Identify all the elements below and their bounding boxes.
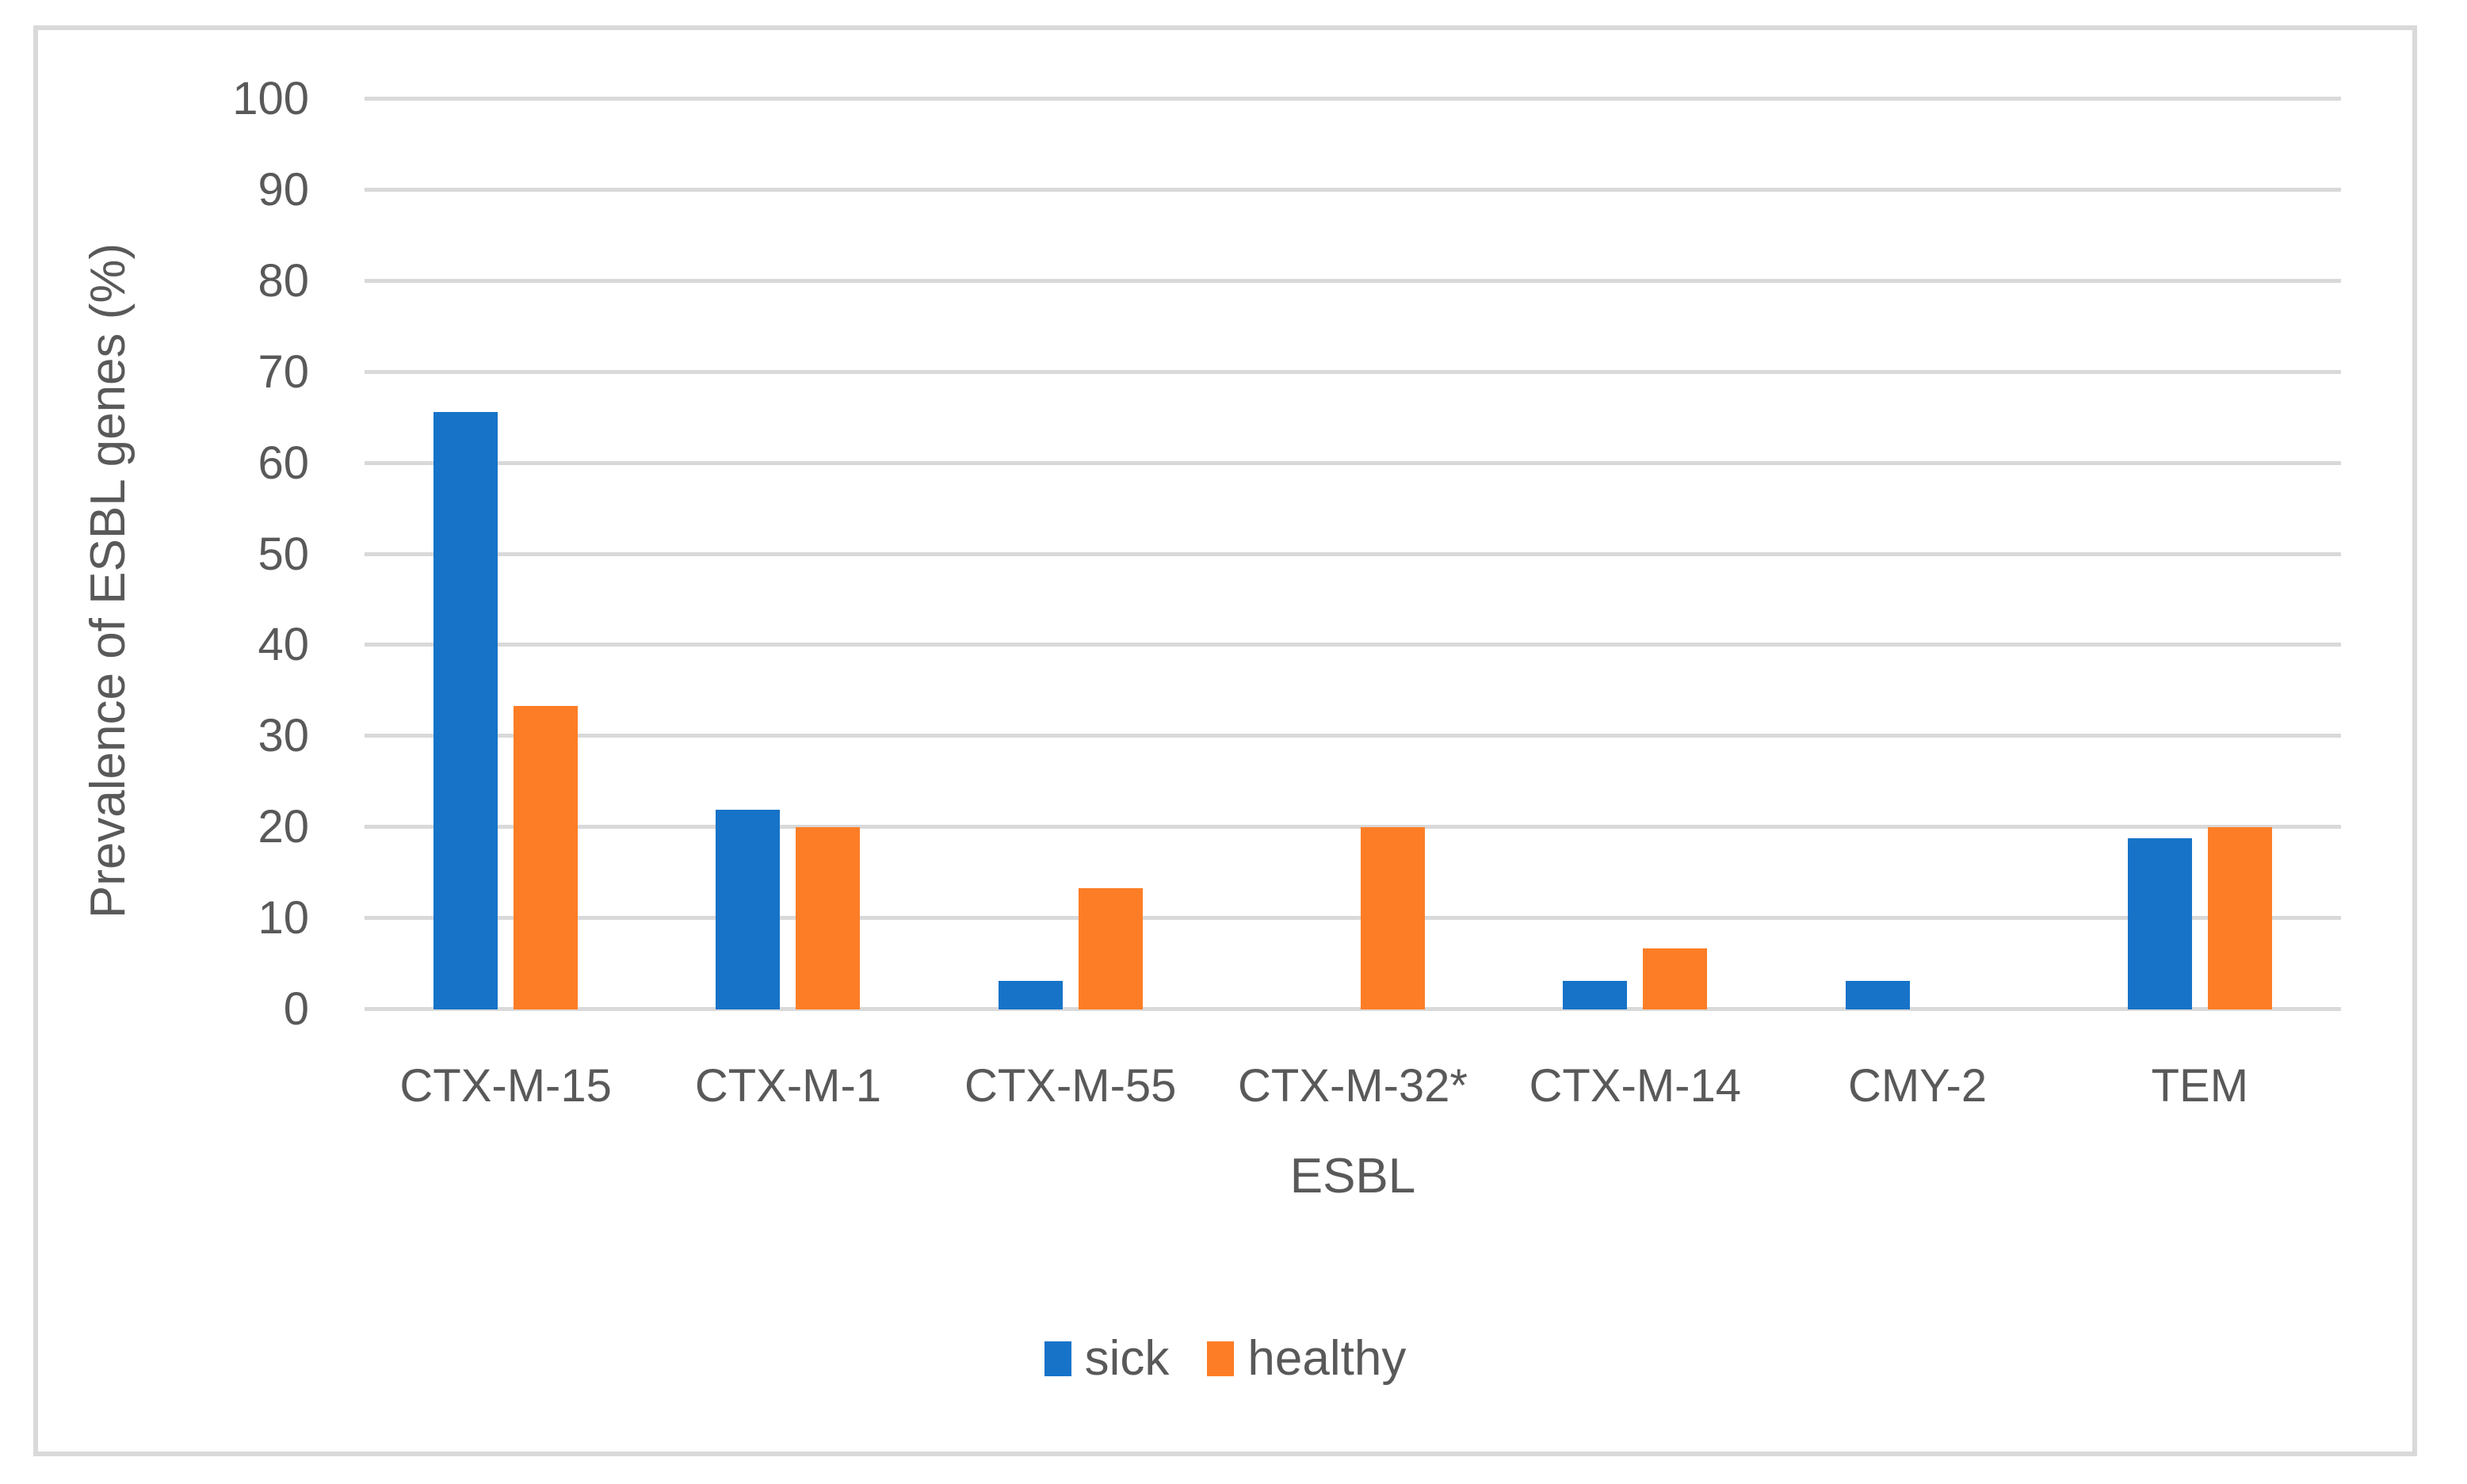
y-axis-tick-labels: 0 10 20 30 40 50 60 70 80 90 100 xyxy=(119,0,309,1484)
gridline xyxy=(365,278,2341,283)
gridline xyxy=(365,643,2341,647)
healthy-bar xyxy=(1360,827,1425,1009)
sick-bar xyxy=(1845,981,1910,1009)
healthy-bar xyxy=(1643,948,1708,1009)
y-tick-label: 20 xyxy=(258,801,309,853)
y-tick-label: 90 xyxy=(258,163,309,216)
y-tick-label: 100 xyxy=(232,73,309,124)
gridline xyxy=(365,187,2341,192)
y-tick-label: 60 xyxy=(258,437,309,489)
plot-area xyxy=(365,97,2341,1011)
x-axis-title: ESBL xyxy=(1289,1149,1416,1204)
gridline xyxy=(365,460,2341,465)
legend-label: healthy xyxy=(1247,1331,1407,1386)
category-label: CTX-M-1 xyxy=(694,1060,882,1112)
healthy-bar xyxy=(796,827,861,1009)
sick-bar xyxy=(433,412,498,1009)
gridline xyxy=(365,916,2341,921)
bar-group-ctx-m-15 xyxy=(365,99,647,1009)
sick-bar xyxy=(998,981,1063,1009)
bar-group-ctx-m-55 xyxy=(930,99,1212,1009)
y-tick-label: 50 xyxy=(258,528,309,580)
gridline xyxy=(365,551,2341,556)
y-tick-label: 10 xyxy=(258,892,309,944)
legend-swatch-sick xyxy=(1044,1341,1071,1376)
y-tick-label: 80 xyxy=(258,254,309,307)
legend-item-sick: sick xyxy=(1044,1331,1170,1387)
category-label: TEM xyxy=(2151,1060,2249,1112)
gridline xyxy=(365,97,2341,101)
y-tick-label: 0 xyxy=(283,983,309,1035)
healthy-bar xyxy=(514,706,579,1009)
legend-item-healthy: healthy xyxy=(1207,1331,1406,1387)
category-label: CTX-M-32* xyxy=(1237,1060,1468,1112)
healthy-bar xyxy=(1078,888,1143,1009)
gridline xyxy=(365,734,2341,738)
category-label: CTX-M-14 xyxy=(1529,1060,1741,1112)
sick-bar xyxy=(716,810,781,1009)
x-axis-line xyxy=(365,1007,2341,1011)
legend: sick healthy xyxy=(33,1331,2417,1387)
bar-group-ctx-m-14 xyxy=(1494,99,1776,1009)
bar-group-ctx-m-1 xyxy=(647,99,929,1009)
sick-bar xyxy=(1563,981,1628,1009)
gridline xyxy=(365,825,2341,830)
y-tick-label: 70 xyxy=(258,345,309,398)
bar-groups xyxy=(365,99,2341,1009)
gridline xyxy=(365,369,2341,374)
bar-group-ctx-m-32- xyxy=(1212,99,1494,1009)
bar-group-cmy-2 xyxy=(1776,99,2058,1009)
bar-group-tem xyxy=(2059,99,2341,1009)
chart-frame xyxy=(33,25,2417,1456)
y-tick-label: 40 xyxy=(258,619,309,671)
category-label: CTX-M-15 xyxy=(399,1060,612,1112)
healthy-bar xyxy=(2207,827,2272,1009)
x-axis-category-labels: CTX-M-15 CTX-M-1 CTX-M-55 CTX-M-32* CTX-M-14… xyxy=(365,1060,2341,1112)
y-tick-label: 30 xyxy=(258,710,309,762)
category-label: CTX-M-55 xyxy=(964,1060,1177,1112)
legend-label: sick xyxy=(1084,1331,1170,1386)
category-label: CMY-2 xyxy=(1847,1060,1988,1112)
legend-swatch-healthy xyxy=(1207,1341,1235,1376)
sick-bar xyxy=(2127,838,2192,1009)
